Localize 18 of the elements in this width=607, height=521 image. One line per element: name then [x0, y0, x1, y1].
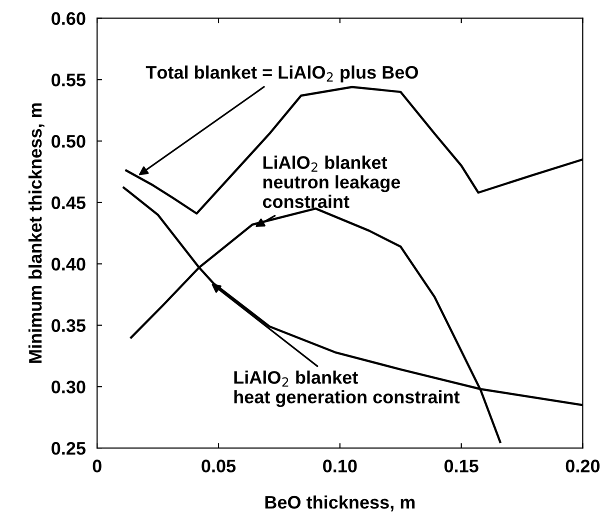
x-axis-title: BeO thickness, m — [265, 495, 415, 512]
x-tick-label: 0.10 — [323, 460, 357, 472]
y-tick-label: 0.40 — [52, 258, 86, 271]
x-tick-label: 0.20 — [566, 460, 600, 472]
y-tick-label: 0.25 — [52, 442, 86, 455]
y-tick-label: 0.50 — [52, 134, 86, 148]
annotation: LiAlO$_{2}$ blanket neutron leakage constraint — [262, 156, 400, 208]
y-tick-label: 0.55 — [52, 74, 86, 86]
y-tick-label: 0.35 — [52, 319, 86, 332]
y-axis-title: Minimum blanket thickness, m — [28, 103, 44, 363]
x-tick-label: 0.15 — [444, 460, 478, 472]
annotation: Total blanket = LiAlO$_{2}$ plus BeO — [146, 66, 418, 82]
x-tick-label: 0.05 — [202, 460, 236, 472]
y-tick-label: 0.30 — [52, 380, 86, 394]
y-tick-label: 0.45 — [52, 196, 86, 210]
x-tick-label: 0 — [92, 460, 102, 472]
y-tick-label: 0.60 — [52, 12, 86, 25]
annotation: LiAlO$_{2}$ blanket heat generation constraint — [234, 370, 460, 408]
